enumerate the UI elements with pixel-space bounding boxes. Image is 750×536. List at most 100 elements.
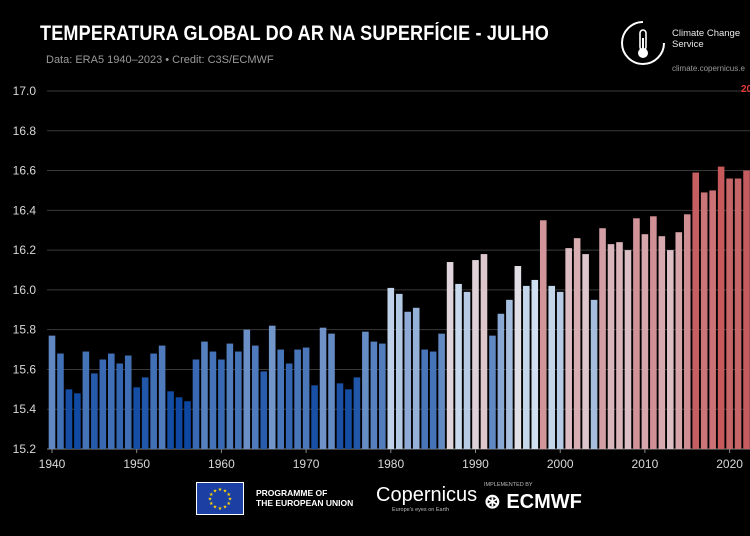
c3s-name: Climate Change Service [672,28,741,50]
svg-text:★: ★ [209,492,214,498]
y-tick-label: 16.0 [13,283,37,297]
x-tick-label: 2010 [632,457,659,471]
bar-2013 [667,250,674,449]
x-tick-label: 1980 [377,457,404,471]
bar-1953 [158,345,166,449]
bar-1956 [184,401,191,449]
copernicus-tagline: Europe's eyes on Earth [392,507,450,513]
svg-text:★: ★ [223,505,228,511]
svg-text:★: ★ [213,488,218,494]
bar-1998 [539,220,547,449]
bar-1943 [74,393,81,449]
bar-1984 [421,349,428,449]
bar-1976 [353,377,361,449]
bar-1985 [429,351,437,449]
chart-title: TEMPERATURA GLOBAL DO AR NA SUPERFÍCIE -… [40,22,549,45]
chart-subtitle: Data: ERA5 1940–2023 • Credit: C3S/ECMWF [46,54,274,66]
bar-2020 [726,178,733,449]
bar-1955 [175,397,183,449]
bar-1944 [82,351,90,449]
bar-2016 [692,172,700,450]
bar-1949 [124,355,132,449]
svg-text:★: ★ [218,506,223,512]
bar-2001 [565,248,572,449]
bar-1970 [302,347,310,449]
bar-1996 [523,285,530,449]
bars [48,166,750,450]
bar-1986 [438,333,445,449]
bar-1958 [201,341,208,449]
c3s-logo[interactable]: Climate Change Service climate.copernicu… [618,18,750,78]
y-tick-label: 17.0 [13,84,37,98]
bar-2015 [683,214,691,449]
bar-1951 [141,377,149,449]
y-tick-label: 15.8 [13,323,37,337]
ecmwf-logo: ⊛ ECMWF [484,489,582,514]
bar-2010 [641,234,649,449]
svg-text:★: ★ [218,487,223,493]
bar-1967 [277,349,284,449]
bar-1971 [311,385,318,449]
bar-1995 [514,266,522,449]
bar-2019 [717,166,725,449]
svg-text:★: ★ [223,488,228,494]
bar-1965 [260,371,268,449]
bar-1946 [99,359,107,449]
y-tick-label: 15.6 [13,362,37,376]
bar-1966 [268,325,276,449]
bar-1959 [209,351,217,449]
ecmwf-tagline: IMPLEMENTED BY [484,482,533,488]
bar-2003 [582,254,589,449]
bar-1947 [107,353,115,449]
bar-2002 [573,238,581,449]
x-tick-label: 1960 [208,457,235,471]
bar-1948 [116,363,124,449]
bar-1988 [455,283,462,449]
bar-2017 [700,192,708,449]
bar-2006 [607,244,615,449]
bar-1961 [226,343,234,449]
eu-flag-icon: ★ ★ ★ ★ ★ ★ ★ ★ ★ ★ ★ ★ [196,482,244,515]
bar-1978 [370,341,378,449]
svg-text:★: ★ [209,501,214,507]
x-tick-label: 1990 [462,457,489,471]
eu-text-line1: PROGRAMME OF [256,488,328,498]
bar-2004 [590,299,598,449]
bar-1950 [133,387,140,449]
bar-1972 [319,327,327,449]
bar-1993 [497,313,505,449]
copernicus-logo: Copernicus [376,484,478,506]
bar-1962 [235,351,242,449]
c3s-thermometer-icon [621,21,665,65]
bar-1975 [345,389,352,449]
y-tick-label: 16.6 [13,164,37,178]
x-tick-label: 1950 [123,457,150,471]
bar-1982 [404,311,412,449]
ecmwf-text: ECMWF [506,491,582,513]
bar-1942 [65,389,73,449]
bar-1983 [412,307,420,449]
y-tick-labels: 15.2 15.4 15.6 15.8 16.0 16.2 16.4 16.6 16.8 17.0 [13,84,37,456]
footer-logos: ★ ★ ★ ★ ★ ★ ★ ★ ★ ★ ★ ★ PROGRAMME OF THE EUROPEA… [0,474,750,536]
bar-2009 [633,218,640,449]
bar-2011 [650,216,657,449]
bar-1968 [285,363,293,449]
x-tick-labels: 1940 1950 1960 1970 1980 1990 2000 2010 2020 [39,449,743,471]
bar-2005 [599,228,606,449]
bar-2000 [556,291,564,449]
bar-2022 [743,170,750,449]
bar-1987 [446,262,454,449]
bar-2021 [734,178,742,449]
bar-1940 [48,335,56,449]
bar-2008 [624,250,632,449]
bar-1945 [91,373,98,449]
c3s-url[interactable]: climate.copernicus.e [672,64,745,73]
bar-1981 [395,293,403,449]
bar-1990 [472,260,479,449]
bar-1989 [463,291,471,449]
bar-1997 [531,279,539,449]
bar-1964 [251,345,259,449]
bar-1954 [167,391,174,449]
bar-1977 [362,331,369,449]
bar-1963 [243,329,251,449]
